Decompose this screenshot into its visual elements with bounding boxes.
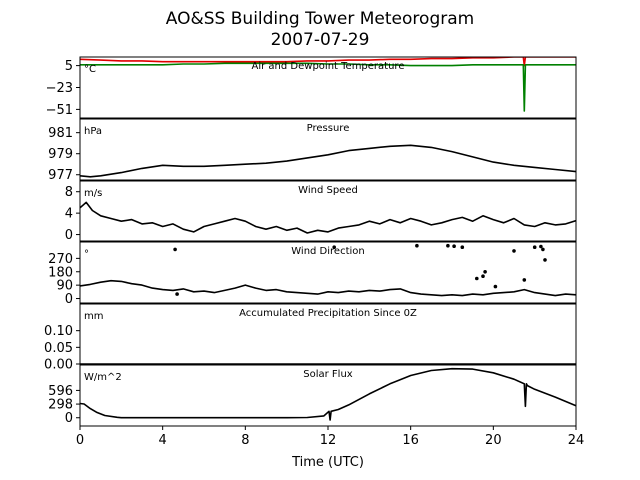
y-tick-label-wind-direction: 270 xyxy=(48,252,73,267)
x-tick-label: 24 xyxy=(568,433,585,448)
y-tick-label-pressure: 981 xyxy=(48,126,73,141)
y-tick-label-temperature: −51 xyxy=(46,103,73,118)
series-line-temperature-1 xyxy=(80,62,576,112)
x-tick-label: 8 xyxy=(241,433,249,448)
data-point-wind-direction xyxy=(541,247,545,252)
panel-unit-precipitation: mm xyxy=(84,311,103,322)
panel-unit-wind-speed: m/s xyxy=(84,188,102,199)
data-point-wind-direction xyxy=(532,245,537,249)
data-point-wind-direction xyxy=(446,243,450,248)
y-tick-label-wind-direction: 0 xyxy=(65,292,73,307)
data-point-wind-direction xyxy=(173,247,177,252)
data-point-wind-direction xyxy=(452,244,456,248)
panel-unit-pressure: hPa xyxy=(84,126,102,137)
x-tick-label: 12 xyxy=(320,433,337,448)
panel-label-precipitation: Accumulated Precipitation Since 0Z xyxy=(239,308,417,319)
panel-precipitation: 0.10 0.05 0.00 mm Accumulated Precipitation … xyxy=(44,303,577,373)
panel-frame-pressure xyxy=(79,118,577,181)
panel-label-temperature: Air and Dewpoint Temperature xyxy=(252,61,405,72)
y-tick-label-wind-direction: 180 xyxy=(48,265,73,280)
x-axis-label: Time (UTC) xyxy=(291,455,364,470)
panel-frame-precipitation xyxy=(79,303,577,365)
series-line-solar-0 xyxy=(80,367,576,421)
data-point-wind-direction xyxy=(483,270,487,274)
panel-plot-solar xyxy=(80,367,576,421)
series-line-wind-speed-0 xyxy=(80,201,576,234)
panel-label-wind-direction: Wind Direction xyxy=(291,246,365,257)
panel-plot-wind-speed xyxy=(80,201,576,234)
y-tick-label-wind-speed: 0 xyxy=(65,228,73,243)
data-point-wind-direction xyxy=(175,292,179,296)
panels: 5 −23 −51 °C Air and Dewpoint Temperature 981… xyxy=(44,56,577,427)
y-tick-label-solar: 298 xyxy=(48,398,73,413)
y-tick-label-wind-direction: 90 xyxy=(56,279,73,294)
panel-label-wind-speed: Wind Speed xyxy=(298,185,358,196)
y-tick-label-temperature: −23 xyxy=(46,81,73,96)
data-point-wind-direction xyxy=(415,243,419,248)
y-tick-label-solar: 0 xyxy=(65,411,73,426)
y-tick-label-precipitation: 0.00 xyxy=(44,358,73,373)
y-tick-label-temperature: 5 xyxy=(65,59,73,74)
y-tick-label-solar: 596 xyxy=(48,384,73,399)
y-tick-label-pressure: 977 xyxy=(48,168,73,183)
data-point-wind-direction xyxy=(481,274,485,279)
y-tick-label-pressure: 979 xyxy=(48,147,73,162)
data-point-wind-direction xyxy=(522,278,527,282)
series-line-wind-direction-0 xyxy=(80,279,576,297)
series-line-temperature-0 xyxy=(80,57,576,67)
data-point-wind-direction xyxy=(475,276,479,281)
data-point-wind-direction xyxy=(460,245,465,249)
y-tick-label-precipitation: 0.05 xyxy=(44,341,73,356)
panel-temperature: 5 −23 −51 °C Air and Dewpoint Temperature xyxy=(46,56,577,119)
x-axis: 0 4 8 12 16 20 24 xyxy=(76,426,584,448)
panel-frame-wind-direction xyxy=(79,241,577,304)
data-point-wind-direction xyxy=(543,258,547,262)
series-line-pressure-0 xyxy=(80,144,576,178)
x-tick-label: 20 xyxy=(485,433,502,448)
panel-label-pressure: Pressure xyxy=(307,123,350,134)
y-tick-label-wind-speed: 8 xyxy=(65,185,73,200)
panel-plot-pressure xyxy=(80,144,576,178)
data-point-wind-direction xyxy=(493,284,498,289)
panel-plot-temperature xyxy=(80,57,576,112)
panel-unit-solar: W/m^2 xyxy=(84,372,122,383)
x-tick-label: 16 xyxy=(402,433,419,448)
panel-frame-wind-speed xyxy=(79,180,577,242)
x-tick-label: 0 xyxy=(76,433,84,448)
panel-plot-wind-direction xyxy=(80,243,576,297)
y-tick-label-precipitation: 0.10 xyxy=(44,324,73,339)
data-point-wind-direction xyxy=(539,244,543,249)
panel-unit-temperature: °C xyxy=(84,64,96,75)
y-tick-label-wind-speed: 4 xyxy=(65,207,73,222)
chart-title: AO&SS Building Tower Meteorogram xyxy=(166,9,474,29)
data-point-wind-direction xyxy=(512,249,516,253)
x-tick-label: 4 xyxy=(159,433,167,448)
panel-pressure: 981 979 977 hPa Pressure xyxy=(48,118,577,183)
panel-unit-wind-direction: ° xyxy=(84,249,89,260)
data-point-wind-direction xyxy=(332,245,337,249)
panel-wind-speed: 8 4 0 m/s Wind Speed xyxy=(65,180,577,243)
panel-label-solar: Solar Flux xyxy=(303,369,353,380)
chart-subtitle: 2007-07-29 xyxy=(271,30,370,50)
